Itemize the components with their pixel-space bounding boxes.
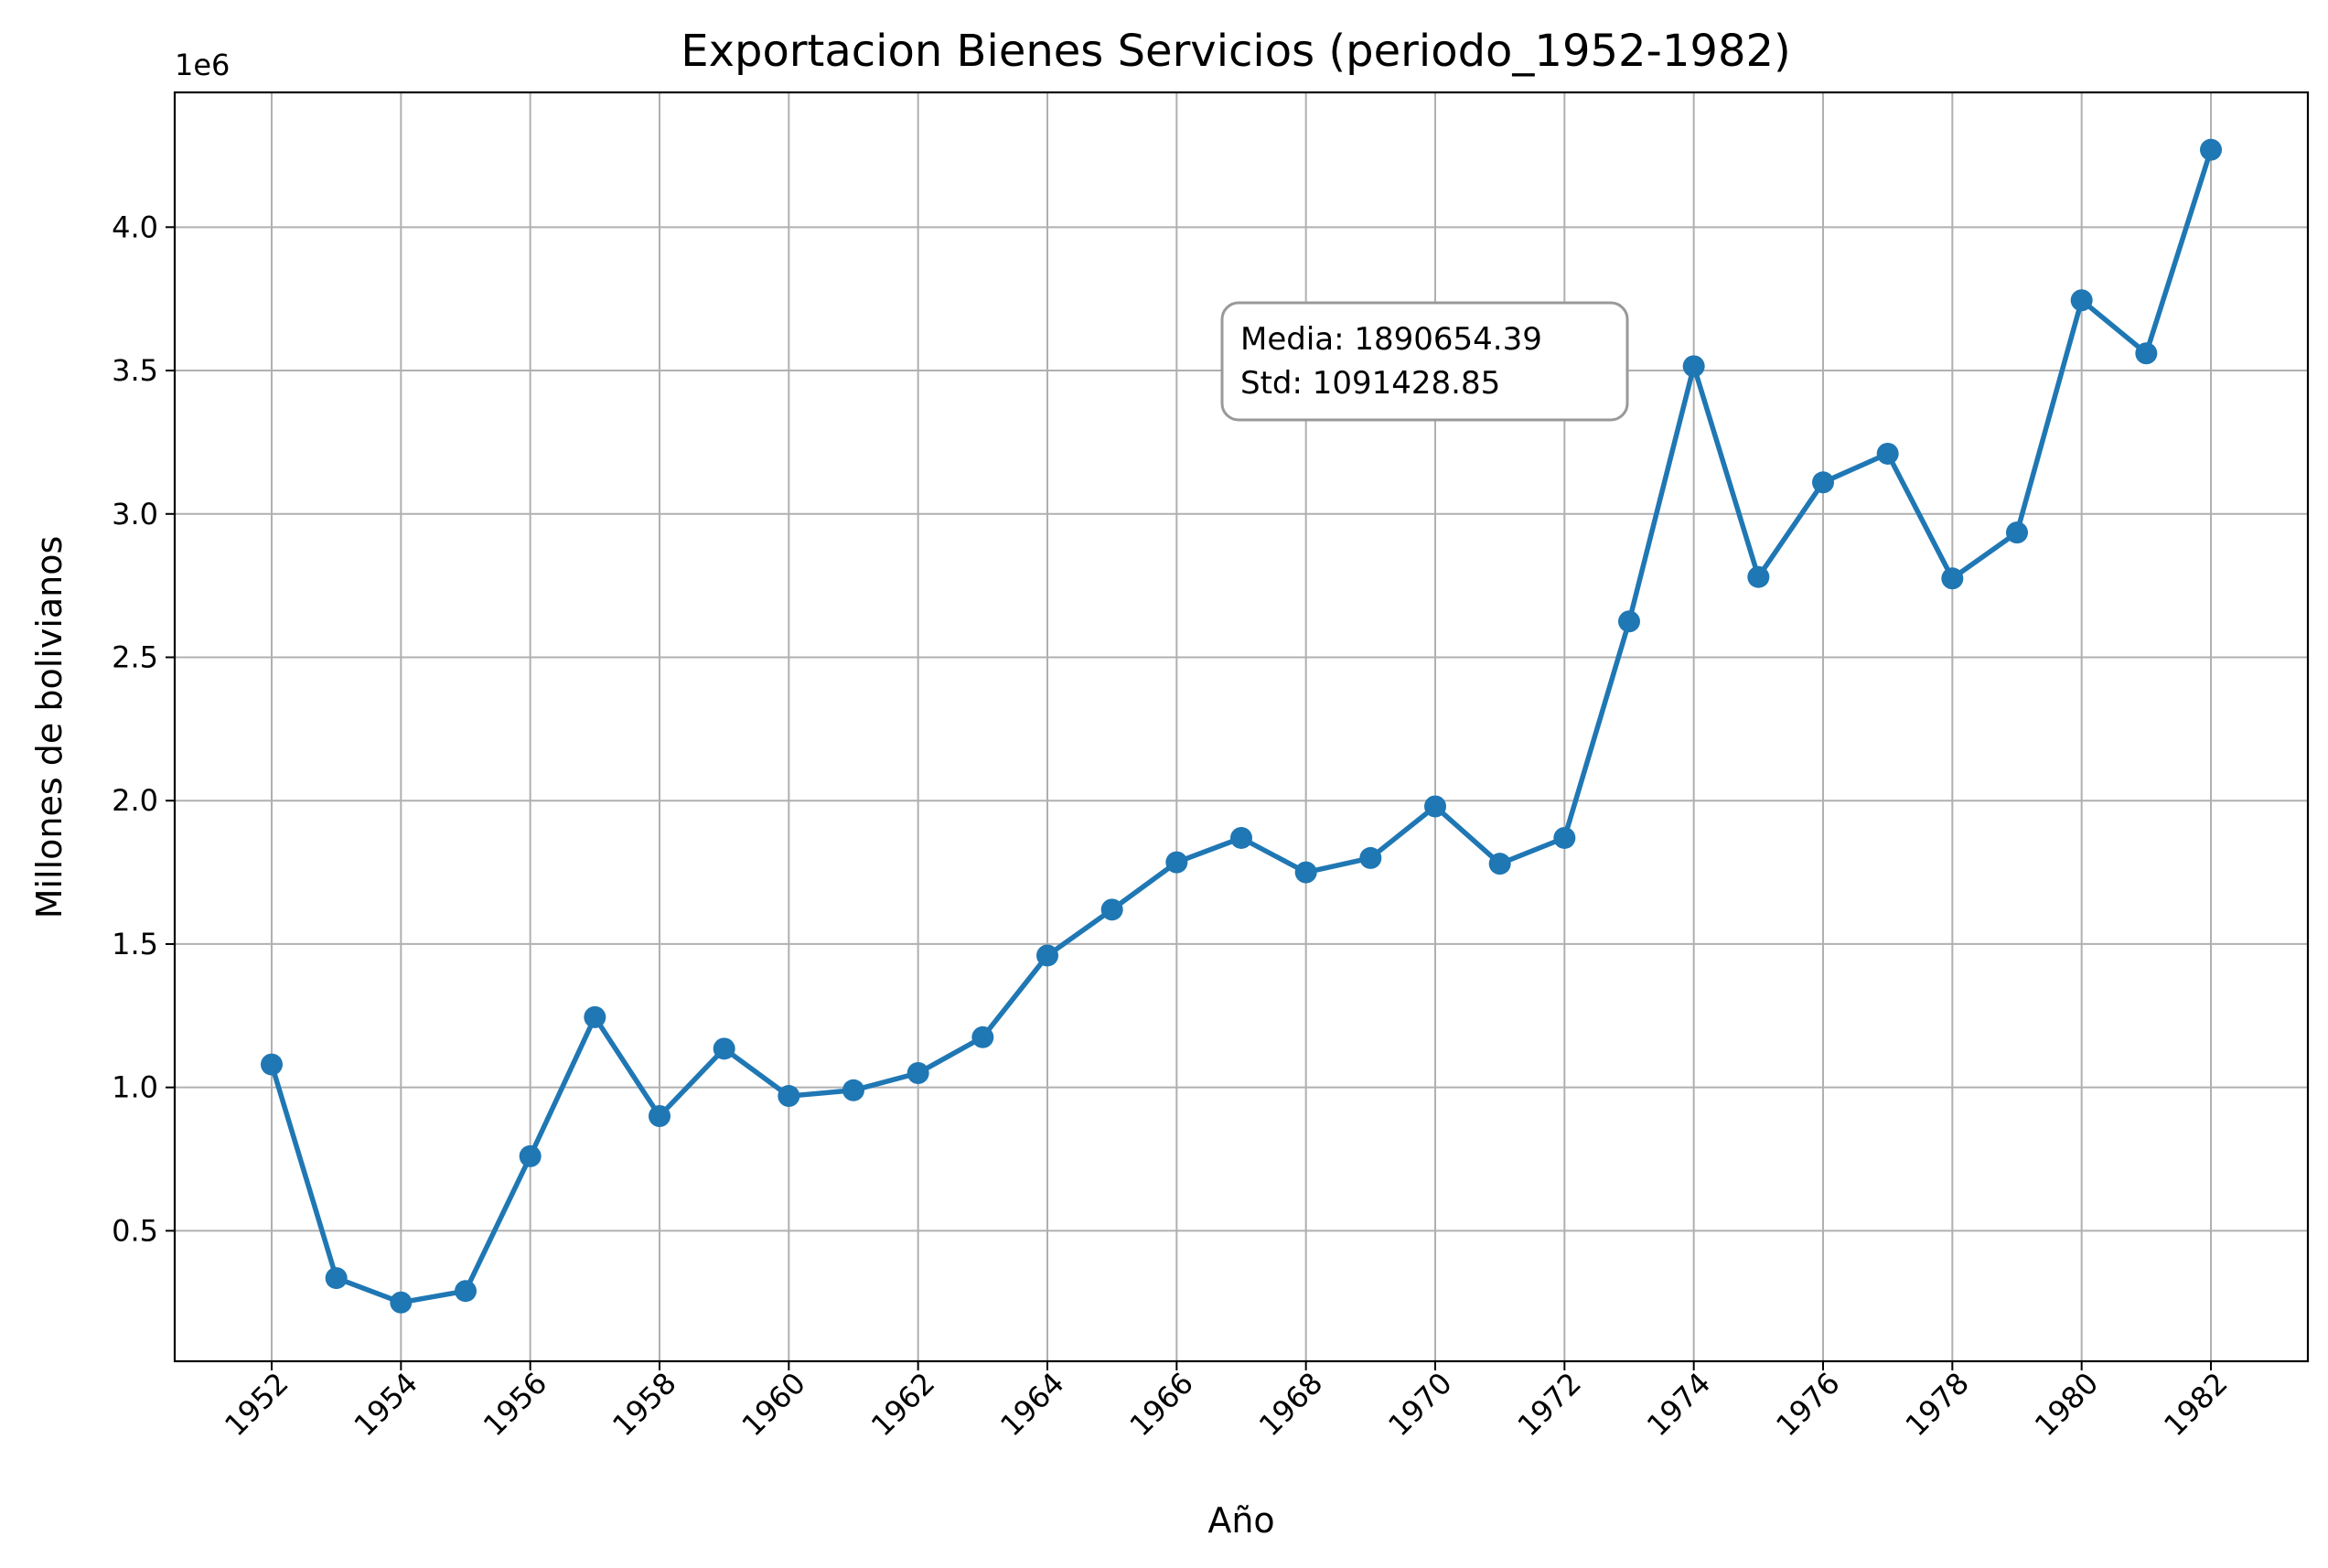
data-point: [842, 1079, 864, 1101]
data-point: [1294, 861, 1317, 884]
x-tick-label: 1962: [864, 1366, 941, 1443]
data-point: [261, 1053, 283, 1076]
stats-box: [1220, 301, 1629, 422]
data-point: [1682, 355, 1705, 378]
x-tick-label: 1958: [606, 1366, 682, 1443]
stats-mean: Media: 1890654.39: [1240, 321, 1542, 358]
data-point: [1036, 944, 1058, 967]
stats-std: Std: 1091428.85: [1240, 365, 1500, 402]
data-point: [584, 1005, 606, 1028]
grid-lines: [175, 92, 2308, 1361]
data-point: [1941, 567, 1964, 590]
data-point: [1876, 442, 1899, 465]
x-tick-label: 1964: [993, 1366, 1070, 1443]
plot-frame: [173, 91, 2310, 1363]
data-point: [1618, 610, 1640, 633]
data-point: [1165, 851, 1188, 874]
data-point: [1100, 898, 1123, 921]
x-tick-label: 1976: [1769, 1366, 1846, 1443]
data-point: [390, 1291, 413, 1314]
chart-title: Exportacion Bienes Servicios (periodo_19…: [681, 26, 1791, 77]
x-tick-label: 1956: [477, 1366, 553, 1443]
data-point: [325, 1267, 348, 1290]
x-tick-label: 1960: [735, 1366, 812, 1443]
y-axis-label: Millones de bolivianos: [29, 536, 70, 919]
y-tick-label: 3.0: [112, 497, 158, 532]
data-point: [2135, 342, 2158, 365]
data-point: [1424, 795, 1446, 818]
x-axis-label: Año: [1207, 1500, 1274, 1541]
data-point: [778, 1085, 800, 1108]
y-tick-label: 1.5: [112, 927, 158, 961]
data-point: [455, 1280, 477, 1303]
y-tick-label: 2.5: [112, 639, 158, 674]
x-tick-label: 1952: [218, 1366, 295, 1443]
data-point: [907, 1061, 929, 1084]
data-point: [2200, 138, 2222, 161]
data-point: [649, 1105, 671, 1128]
x-tick-label: 1972: [1511, 1366, 1588, 1443]
data-point: [1812, 471, 1834, 494]
data-point: [519, 1144, 542, 1167]
y-offset-label: 1e6: [175, 48, 230, 82]
data-point: [2070, 289, 2093, 312]
y-tick-label: 0.5: [112, 1213, 158, 1248]
stats-annotation: Media: 1890654.39 Std: 1091428.85: [1220, 301, 1629, 422]
y-tick-label: 3.5: [112, 353, 158, 388]
data-point: [713, 1037, 735, 1060]
x-tick-label: 1966: [1123, 1366, 1200, 1443]
x-tick-label: 1970: [1381, 1366, 1458, 1443]
data-point: [2006, 521, 2028, 544]
x-tick-label: 1980: [2028, 1366, 2105, 1443]
x-tick-label: 1982: [2157, 1366, 2234, 1443]
data-points: [261, 138, 2222, 1314]
x-tick-label: 1954: [348, 1366, 424, 1443]
x-tick-label: 1978: [1899, 1366, 1976, 1443]
data-point: [1230, 826, 1252, 849]
x-axis: 1952 1954 1956 1958 1960 1962 1964 1966 1968 1970…: [218, 1361, 2235, 1443]
x-tick-label: 1968: [1252, 1366, 1329, 1443]
data-point: [1553, 826, 1576, 849]
y-tick-label: 1.0: [112, 1070, 158, 1105]
y-tick-label: 2.0: [112, 783, 158, 818]
x-tick-label: 1974: [1640, 1366, 1717, 1443]
data-point: [1359, 846, 1382, 869]
y-axis: 0.5 1.0 1.5 2.0 2.5 3.0 3.5 4.0: [112, 209, 175, 1248]
data-point: [971, 1026, 994, 1048]
y-tick-label: 4.0: [112, 209, 158, 244]
data-point: [1488, 853, 1511, 875]
data-point: [1747, 565, 1770, 588]
